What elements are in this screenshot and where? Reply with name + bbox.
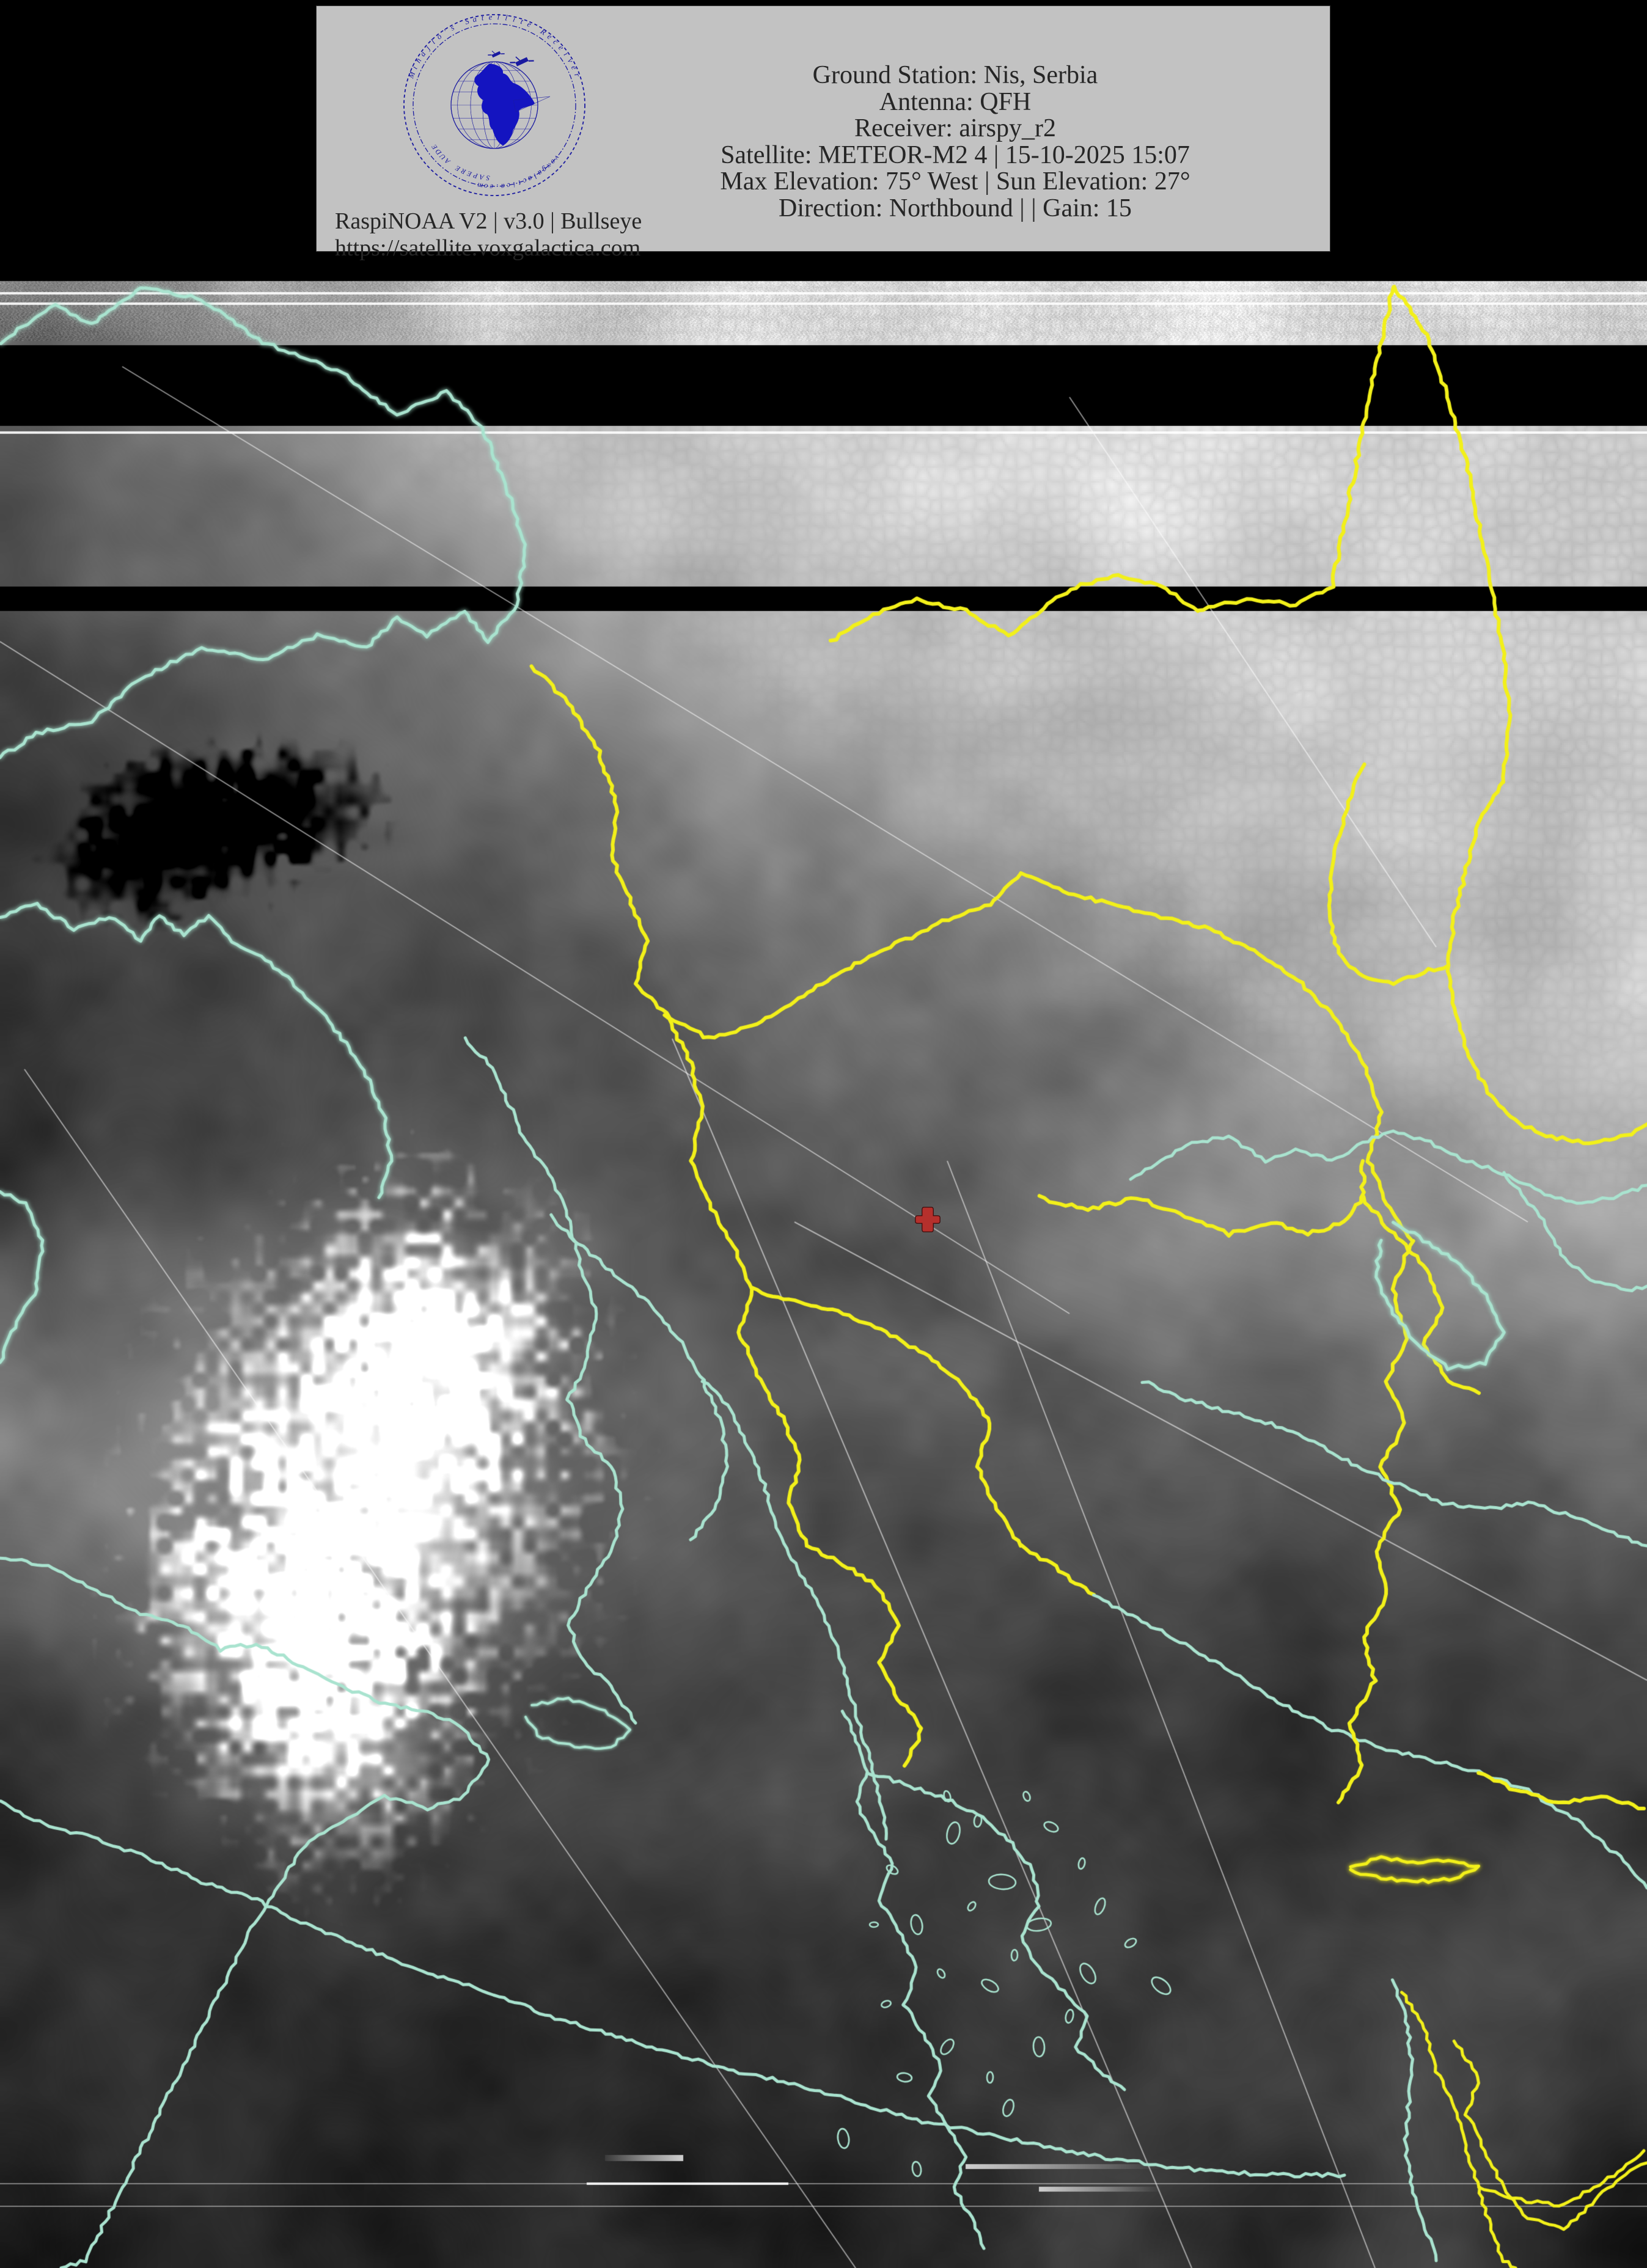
svg-text:o: o: [483, 182, 488, 191]
svg-text:j: j: [422, 43, 431, 52]
svg-text:e: e: [570, 64, 579, 71]
svg-text:t: t: [481, 13, 485, 22]
svg-text:R: R: [538, 26, 548, 37]
svg-text:A: A: [479, 173, 485, 181]
svg-text:t: t: [517, 178, 522, 188]
svg-text:.: .: [496, 183, 499, 191]
svg-text:m: m: [477, 181, 483, 190]
svg-text:l: l: [497, 12, 500, 21]
svg-text:R: R: [460, 167, 468, 175]
svg-text:e: e: [488, 12, 493, 21]
svg-text:S: S: [464, 16, 471, 26]
svg-text:E: E: [466, 169, 474, 178]
svg-text:o: o: [435, 31, 444, 41]
svg-text:i: i: [512, 14, 516, 24]
svg-text:l: l: [505, 13, 508, 22]
svg-text:a: a: [501, 182, 505, 191]
svg-text:a: a: [472, 14, 478, 24]
svg-text:E: E: [454, 164, 462, 172]
svg-text:e: e: [557, 43, 566, 52]
svg-text:h: h: [413, 56, 423, 64]
svg-text:s: s: [449, 23, 456, 32]
svg-text:c: c: [490, 183, 493, 191]
svg-text:P: P: [472, 171, 479, 180]
svg-text:S: S: [486, 174, 490, 181]
